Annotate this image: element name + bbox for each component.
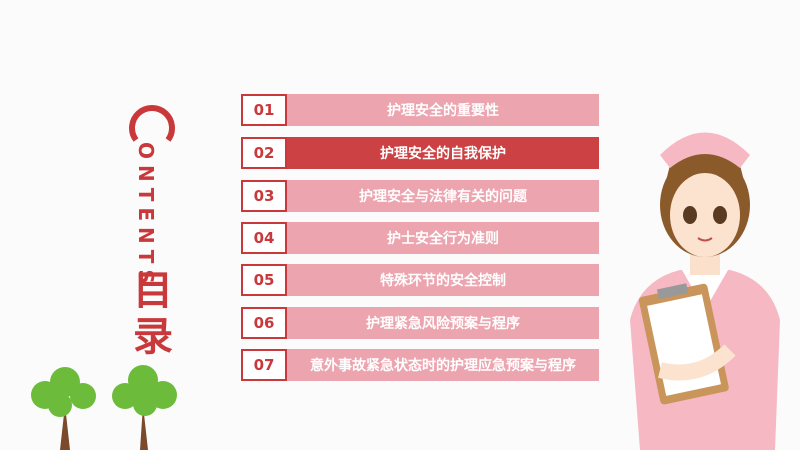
tree-illustration-icon — [31, 365, 177, 450]
toc-item-label: 护理紧急风险预案与程序 — [287, 307, 599, 339]
toc-item-label: 护士安全行为准则 — [287, 222, 599, 254]
toc-item-number: 01 — [241, 94, 287, 126]
toc-item[interactable]: 07 意外事故紧急状态时的护理应急预案与程序 — [241, 349, 599, 381]
toc-item-number: 02 — [241, 137, 287, 169]
nurse-illustration-icon — [630, 132, 780, 450]
toc-item-label: 意外事故紧急状态时的护理应急预案与程序 — [287, 349, 599, 381]
toc-item[interactable]: 04 护士安全行为准则 — [241, 222, 599, 254]
toc-item-label: 特殊环节的安全控制 — [287, 264, 599, 296]
title-char-2: 录 — [133, 314, 173, 360]
toc-item-number: 06 — [241, 307, 287, 339]
toc-item-label: 护理安全的自我保护 — [287, 137, 599, 169]
toc-item-label: 护理安全的重要性 — [287, 94, 599, 126]
toc-item[interactable]: 05 特殊环节的安全控制 — [241, 264, 599, 296]
toc-item-label: 护理安全与法律有关的问题 — [287, 180, 599, 212]
page-title: 目录 — [128, 268, 178, 360]
toc-item[interactable]: 02 护理安全的自我保护 — [241, 137, 599, 169]
toc-item-number: 04 — [241, 222, 287, 254]
toc-item[interactable]: 06 护理紧急风险预案与程序 — [241, 307, 599, 339]
toc-item[interactable]: 03 护理安全与法律有关的问题 — [241, 180, 599, 212]
contents-c-letter-icon — [129, 105, 175, 142]
toc-item-number: 05 — [241, 264, 287, 296]
toc-item-number: 07 — [241, 349, 287, 381]
contents-label: ONTENTS — [118, 142, 178, 290]
title-char-1: 目 — [133, 268, 173, 314]
toc-item-number: 03 — [241, 180, 287, 212]
toc-item[interactable]: 01 护理安全的重要性 — [241, 94, 599, 126]
